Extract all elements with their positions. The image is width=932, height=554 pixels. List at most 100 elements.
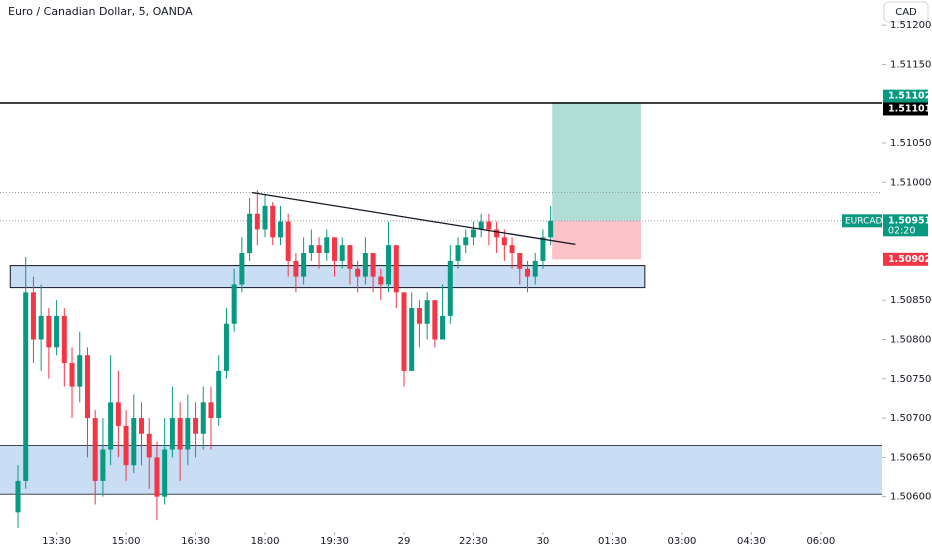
candle-body <box>200 402 206 434</box>
symbol-box <box>842 214 882 228</box>
candle-body <box>517 253 523 269</box>
x-tick-label: 18:00 <box>251 536 280 547</box>
x-tick-label: 30 <box>537 536 550 547</box>
candle-body <box>185 418 191 450</box>
chart-title: Euro / Canadian Dollar, 5, OANDA <box>8 5 193 18</box>
candle-body <box>270 205 276 238</box>
candle-body <box>216 370 222 419</box>
candle-body <box>332 237 338 261</box>
candle-body <box>285 221 291 261</box>
zone <box>9 265 646 289</box>
plot-area <box>0 102 882 529</box>
candle-body <box>370 253 376 277</box>
candle-body <box>61 315 67 364</box>
candle-body <box>38 315 44 340</box>
candle-body <box>293 260 299 277</box>
candle-body <box>501 237 507 246</box>
candle-body <box>463 237 469 246</box>
x-tick-label: 03:00 <box>667 536 696 547</box>
candle-body <box>146 433 152 458</box>
candle-body <box>478 221 484 230</box>
y-tick-label: 1.50650 <box>890 452 931 463</box>
x-tick-label: 16:30 <box>181 536 210 547</box>
x-tick-label: 15:00 <box>112 536 141 547</box>
x-tick-label: 01:30 <box>598 536 627 547</box>
y-tick-label: 1.51000 <box>890 177 931 188</box>
candle-body <box>139 418 145 434</box>
candle-body <box>131 418 137 466</box>
candle-body <box>424 300 430 324</box>
candle-body <box>239 253 245 285</box>
y-tick-label: 1.50850 <box>890 295 931 306</box>
candle-body <box>54 315 60 348</box>
price-label: 1.50902 <box>888 254 931 265</box>
candle-body <box>92 418 98 481</box>
candle-body <box>509 245 515 254</box>
candle-body <box>169 418 175 450</box>
candle-body <box>324 237 330 254</box>
candle-body <box>525 268 531 277</box>
candle-body <box>378 276 384 285</box>
candle-body <box>447 260 453 316</box>
candle-body <box>123 425 129 466</box>
candle-body <box>46 315 52 348</box>
currency-button[interactable] <box>883 1 929 23</box>
symbol-name: EURCAD <box>845 216 883 226</box>
candle-body <box>115 402 121 426</box>
candle-body <box>301 253 307 277</box>
x-tick-label: 06:00 <box>806 536 835 547</box>
candle-body <box>177 418 183 450</box>
candle-body <box>532 260 538 277</box>
x-tick-label: 29 <box>398 536 411 547</box>
candle-body <box>193 418 199 434</box>
candle-body <box>208 402 214 419</box>
candle-body <box>455 245 461 261</box>
symbol-price: 1.50951 <box>888 215 931 226</box>
price-label: 1.51102 <box>888 91 931 102</box>
candle-body <box>100 449 106 481</box>
x-tick-label: 13:30 <box>42 536 71 547</box>
x-tick-label: 19:30 <box>320 536 349 547</box>
candle-body <box>316 245 322 254</box>
candle-body <box>339 245 345 261</box>
y-tick-label: 1.50750 <box>890 374 931 385</box>
candle-body <box>69 363 75 387</box>
price-label-box <box>883 252 928 266</box>
y-tick-label: 1.50700 <box>890 413 931 424</box>
y-tick-label: 1.51200 <box>890 20 931 31</box>
candle-body <box>77 355 83 387</box>
candle-body <box>440 315 446 340</box>
candle-body <box>355 268 361 277</box>
candle-body <box>401 292 407 371</box>
countdown: 02:20 <box>888 225 915 236</box>
y-tick-label: 1.50800 <box>890 334 931 345</box>
price-label-box <box>883 89 928 103</box>
symbol-price-box <box>883 214 928 237</box>
candle-body <box>162 449 168 497</box>
candle-body <box>277 221 283 238</box>
candle-body <box>84 355 90 419</box>
candle-body <box>548 220 554 238</box>
candle-body <box>15 480 21 513</box>
y-tick-label: 1.50600 <box>890 492 931 503</box>
candle-body <box>154 457 160 497</box>
trendline <box>251 191 576 246</box>
candle-body <box>308 245 314 254</box>
price-label: 1.51101 <box>888 103 931 114</box>
candle-body <box>262 205 268 230</box>
candle-body <box>231 284 237 324</box>
x-tick-label: 04:30 <box>737 536 766 547</box>
x-tick-label: 22:30 <box>459 536 488 547</box>
candle-body <box>470 229 476 238</box>
candle-body <box>362 253 368 277</box>
candle-body <box>254 213 260 230</box>
candle-body <box>347 245 353 269</box>
currency-label: CAD <box>895 7 917 18</box>
candle-body <box>223 323 229 371</box>
stop-zone <box>552 220 641 260</box>
candle-body <box>393 245 399 293</box>
candle-body <box>494 229 500 238</box>
y-tick-label: 1.51150 <box>890 59 931 70</box>
candle-body <box>432 300 438 340</box>
